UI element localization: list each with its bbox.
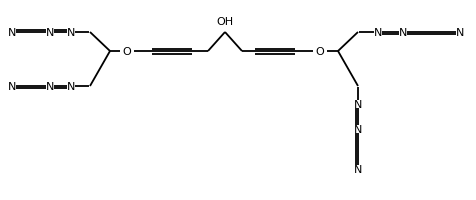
Text: O: O xyxy=(122,47,131,57)
Text: N: N xyxy=(373,28,381,38)
Text: N: N xyxy=(67,28,75,38)
Text: O: O xyxy=(315,47,324,57)
Text: N: N xyxy=(398,28,407,38)
Text: N: N xyxy=(455,28,463,38)
Text: N: N xyxy=(353,124,361,134)
Text: N: N xyxy=(353,164,361,174)
Text: N: N xyxy=(46,28,54,38)
Text: OH: OH xyxy=(216,17,233,27)
Text: N: N xyxy=(67,82,75,92)
Text: N: N xyxy=(8,82,16,92)
Text: N: N xyxy=(46,82,54,92)
Text: N: N xyxy=(8,28,16,38)
Text: N: N xyxy=(353,100,361,109)
